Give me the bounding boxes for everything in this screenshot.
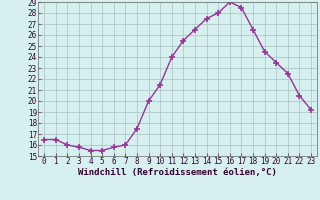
X-axis label: Windchill (Refroidissement éolien,°C): Windchill (Refroidissement éolien,°C) <box>78 168 277 177</box>
